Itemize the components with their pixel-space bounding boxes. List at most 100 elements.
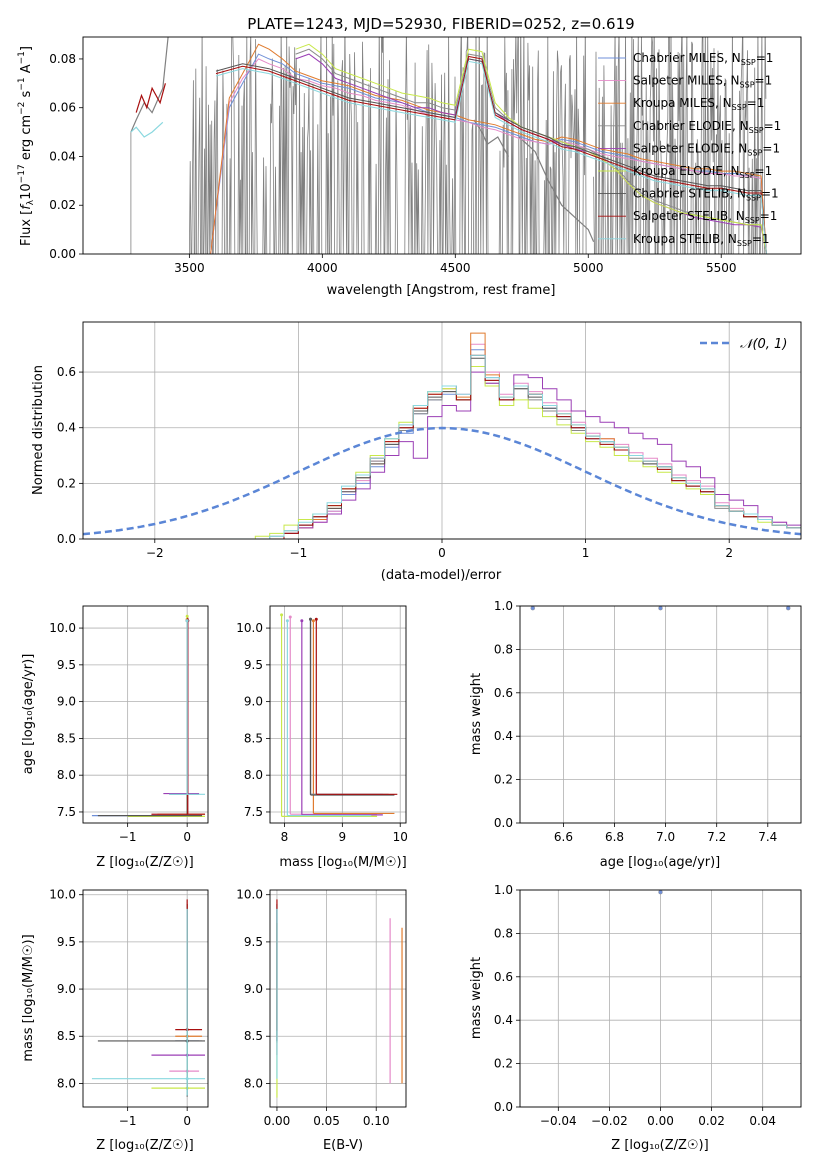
x-tick-label: −1 xyxy=(290,546,308,560)
x-tick-label: 6.6 xyxy=(554,830,573,844)
data-point xyxy=(285,619,289,623)
y-tick-label: 0.06 xyxy=(49,101,76,115)
plot-content xyxy=(530,606,791,611)
data-point xyxy=(314,617,318,621)
x-tick-label: 0.10 xyxy=(363,1114,390,1128)
plot-content xyxy=(658,890,663,895)
axes-frame xyxy=(82,321,802,540)
y-tick-label: 8.0 xyxy=(244,768,263,782)
data-spectrum xyxy=(109,37,767,254)
y-tick-label: 7.5 xyxy=(57,805,76,819)
x-tick-label: 0.04 xyxy=(749,1114,776,1128)
data-spectrum-line xyxy=(593,37,767,254)
x-tick-label: 8 xyxy=(281,830,289,844)
y-tick-label: 8.5 xyxy=(244,1029,263,1043)
x-tick-label: 6.8 xyxy=(605,830,624,844)
legend-entry: Salpeter MILES, NSSP=1 xyxy=(633,74,772,90)
mass-metallicity-plot-area: −1 0 8.0 8.5 9.0 9.5 10.0 xyxy=(49,888,209,1128)
y-tick-label: 9.0 xyxy=(244,695,263,709)
x-tick-label: 5500 xyxy=(706,261,737,275)
age-metallicity-xlabel: Z [log₁₀(Z/Z☉)] xyxy=(96,855,193,870)
histogram-plot-area: −2 −1 0 1 2 0.0 0.2 0.4 0.6 xyxy=(57,321,802,560)
data-point xyxy=(185,614,189,618)
data-point xyxy=(300,619,304,623)
spectrum-plot-area: 3500 4000 4500 5000 5500 0.00 0.02 0.04 0.06 0.08 xyxy=(49,36,802,275)
axes-frame xyxy=(269,889,407,1108)
age-mass-xlabel: mass [log₁₀(M/M☉)] xyxy=(279,855,406,870)
model-line-salpeter-miles xyxy=(210,58,767,254)
legend-subscript: SSP xyxy=(749,126,764,135)
x-tick-label: 0.02 xyxy=(698,1114,725,1128)
model-line-kroupa-stelib xyxy=(215,60,767,254)
age-vs-mass-panel: 8 9 10 7.5 8.0 8.5 9.0 9.5 10.0 mass [log₁₀(M/M☉… xyxy=(236,605,408,870)
y-tick-label: 1.0 xyxy=(494,883,513,897)
data-point xyxy=(280,613,284,617)
x-tick-label: −0.04 xyxy=(540,1114,577,1128)
y-tick-label: 0.0 xyxy=(494,1100,513,1114)
x-tick-label: 0.00 xyxy=(264,1114,291,1128)
legend-entry: Chabrier STELIB, NSSP=1 xyxy=(633,187,779,203)
mass-ebv-xlabel: E(B-V) xyxy=(323,1138,363,1153)
legend-name: Kroupa STELIB, N xyxy=(633,232,737,246)
y-tick-label: 10.0 xyxy=(49,888,76,902)
x-tick-label: 10 xyxy=(393,830,408,844)
x-tick-label: −0.02 xyxy=(591,1114,628,1128)
y-tick-label: 8.5 xyxy=(57,1029,76,1043)
mass-weight-age-xlabel: age [log₁₀(age/yr)] xyxy=(600,855,721,870)
legend-name: Salpeter STELIB, N xyxy=(633,209,745,223)
legend-entry: Salpeter ELODIE, NSSP=1 xyxy=(633,141,780,157)
histogram-xlabel: (data-model)/error xyxy=(381,568,502,583)
x-tick-label: 0.05 xyxy=(313,1114,340,1128)
legend-entry: Kroupa STELIB, NSSP=1 xyxy=(633,232,770,248)
legend-entry: 𝒩(0, 1) xyxy=(740,337,787,352)
normal-distribution-curve xyxy=(83,426,801,536)
model-line-kroupa-miles xyxy=(210,43,767,254)
x-tick-label: 7.4 xyxy=(758,830,777,844)
plot-content xyxy=(91,899,206,1097)
legend-subscript: SSP xyxy=(745,216,760,225)
data-spectrum-line xyxy=(518,136,595,243)
y-tick-label: 9.5 xyxy=(57,935,76,949)
spectrum-panel: 3500 4000 4500 5000 5500 0.00 0.02 0.04 0.06 0.08… xyxy=(17,36,802,298)
plot-content xyxy=(276,899,403,1098)
age-metallicity-plot-area: −1 0 7.5 8.0 8.5 9.0 9.5 10.0 xyxy=(49,605,209,844)
legend-tail: =1 xyxy=(760,209,778,223)
mass-weight-metallicity-ylabel: mass weight xyxy=(469,957,484,1039)
y-tick-label: 7.5 xyxy=(244,805,263,819)
legend-entry: Kroupa ELODIE, NSSP=1 xyxy=(633,164,772,180)
age-vs-metallicity-panel: −1 0 7.5 8.0 8.5 9.0 9.5 10.0 Z [log₁₀(Z/Z☉)] a… xyxy=(21,605,209,870)
histogram-step-kroupa-stelib xyxy=(226,354,801,539)
x-tick-label: 7.0 xyxy=(656,830,675,844)
y-tick-label: 10.0 xyxy=(236,888,263,902)
data-point xyxy=(288,615,292,619)
legend-tail: =1 xyxy=(764,119,782,133)
y-tick-label: 0.2 xyxy=(494,1057,513,1071)
legend-name: Salpeter MILES, N xyxy=(633,74,740,88)
x-tick-label: 7.2 xyxy=(707,830,726,844)
x-tick-label: 0 xyxy=(183,830,191,844)
mass-weight-point xyxy=(658,890,663,895)
mass-weight-vs-age-panel: 6.6 6.8 7.0 7.2 7.4 0.0 0.2 0.4 0.6 0.8 1.0 age [l… xyxy=(469,599,802,870)
legend-tail: =1 xyxy=(756,51,774,65)
plot-content xyxy=(83,332,801,539)
legend-name: Kroupa ELODIE, N xyxy=(633,164,740,178)
model-line-chabrier-stelib xyxy=(215,58,767,254)
axes-frame xyxy=(82,36,802,255)
y-tick-label: 10.0 xyxy=(49,621,76,635)
axes-frame xyxy=(82,605,209,824)
y-tick-label: 0.8 xyxy=(494,642,513,656)
y-tick-label: 0.4 xyxy=(494,1013,513,1027)
x-tick-label: 9 xyxy=(339,830,347,844)
y-tick-label: 0.6 xyxy=(494,970,513,984)
legend-tail: =1 xyxy=(752,232,770,246)
age-metallicity-ylabel: age [log₁₀(age/yr)] xyxy=(21,654,36,775)
x-tick-label: 3500 xyxy=(174,261,205,275)
legend-name: Chabrier STELIB, N xyxy=(633,187,746,201)
x-tick-label: 5000 xyxy=(573,261,604,275)
mass-weight-point xyxy=(785,606,791,611)
y-tick-label: 0.8 xyxy=(494,926,513,940)
x-tick-label: −1 xyxy=(119,1114,137,1128)
y-tick-label: 8.5 xyxy=(57,731,76,745)
mass-weight-metallicity-xlabel: Z [log₁₀(Z/Z☉)] xyxy=(611,1138,708,1153)
